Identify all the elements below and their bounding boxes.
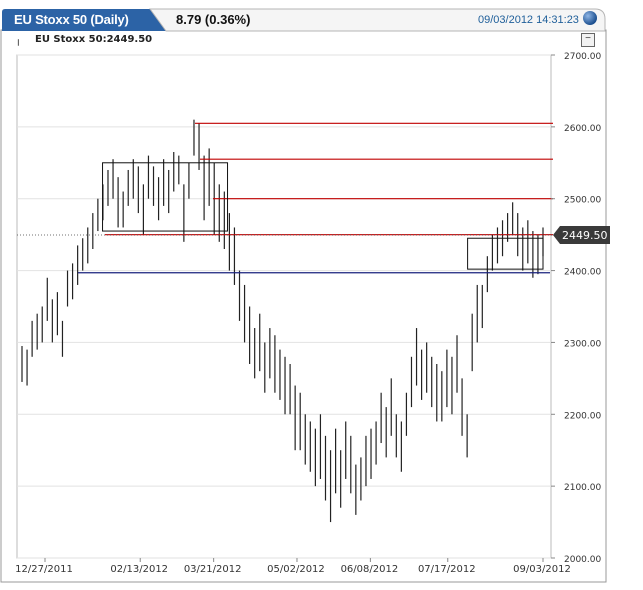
axes: 2700.00 2600.00 2500.00 2400.00 2300.00 2200.…	[15, 52, 610, 575]
grid	[16, 54, 552, 559]
consolidation-box	[102, 162, 229, 232]
consolidation-box	[467, 237, 544, 270]
cursor-tool-icon[interactable]: ╷	[15, 34, 22, 46]
price-change: 8.79 (0.36%)	[176, 12, 251, 27]
y-tick-label: 2300.00	[564, 339, 601, 349]
plot-area	[16, 54, 552, 559]
y-tick-label: 2100.00	[564, 483, 601, 493]
chart-subtitle: EU Stoxx 50:2449.50	[35, 34, 153, 45]
y-tick-label: 2200.00	[564, 411, 601, 421]
y-tick-label: 2500.00	[564, 196, 601, 206]
x-tick-label: 09/03/2012	[513, 564, 571, 575]
panel-border	[0, 29, 607, 583]
timestamp: 09/03/2012 14:31:23	[478, 14, 579, 26]
price-bars	[21, 119, 544, 523]
refresh-icon[interactable]	[583, 11, 597, 25]
x-tick-label: 03/21/2012	[184, 564, 242, 575]
y-tick-label: 2400.00	[564, 268, 601, 278]
x-tick-label: 12/27/2011	[15, 564, 73, 575]
chart-title: EU Stoxx 50 (Daily)	[14, 12, 129, 27]
minimize-icon[interactable]: −	[581, 33, 595, 47]
x-tick-label: 07/17/2012	[418, 564, 476, 575]
last-price-marker	[553, 226, 610, 245]
x-tick-label: 05/02/2012	[267, 564, 325, 575]
trend-lines	[17, 122, 553, 274]
header-tab-shape	[2, 9, 166, 31]
last-price-label: 2449.50	[562, 229, 608, 242]
y-tick-label: 2000.00	[564, 555, 601, 565]
x-tick-label: 02/13/2012	[110, 564, 168, 575]
y-tick-label: 2600.00	[564, 124, 601, 134]
header-bar-shape	[149, 8, 606, 32]
x-tick-label: 06/08/2012	[341, 564, 399, 575]
y-tick-label: 2700.00	[564, 52, 601, 62]
